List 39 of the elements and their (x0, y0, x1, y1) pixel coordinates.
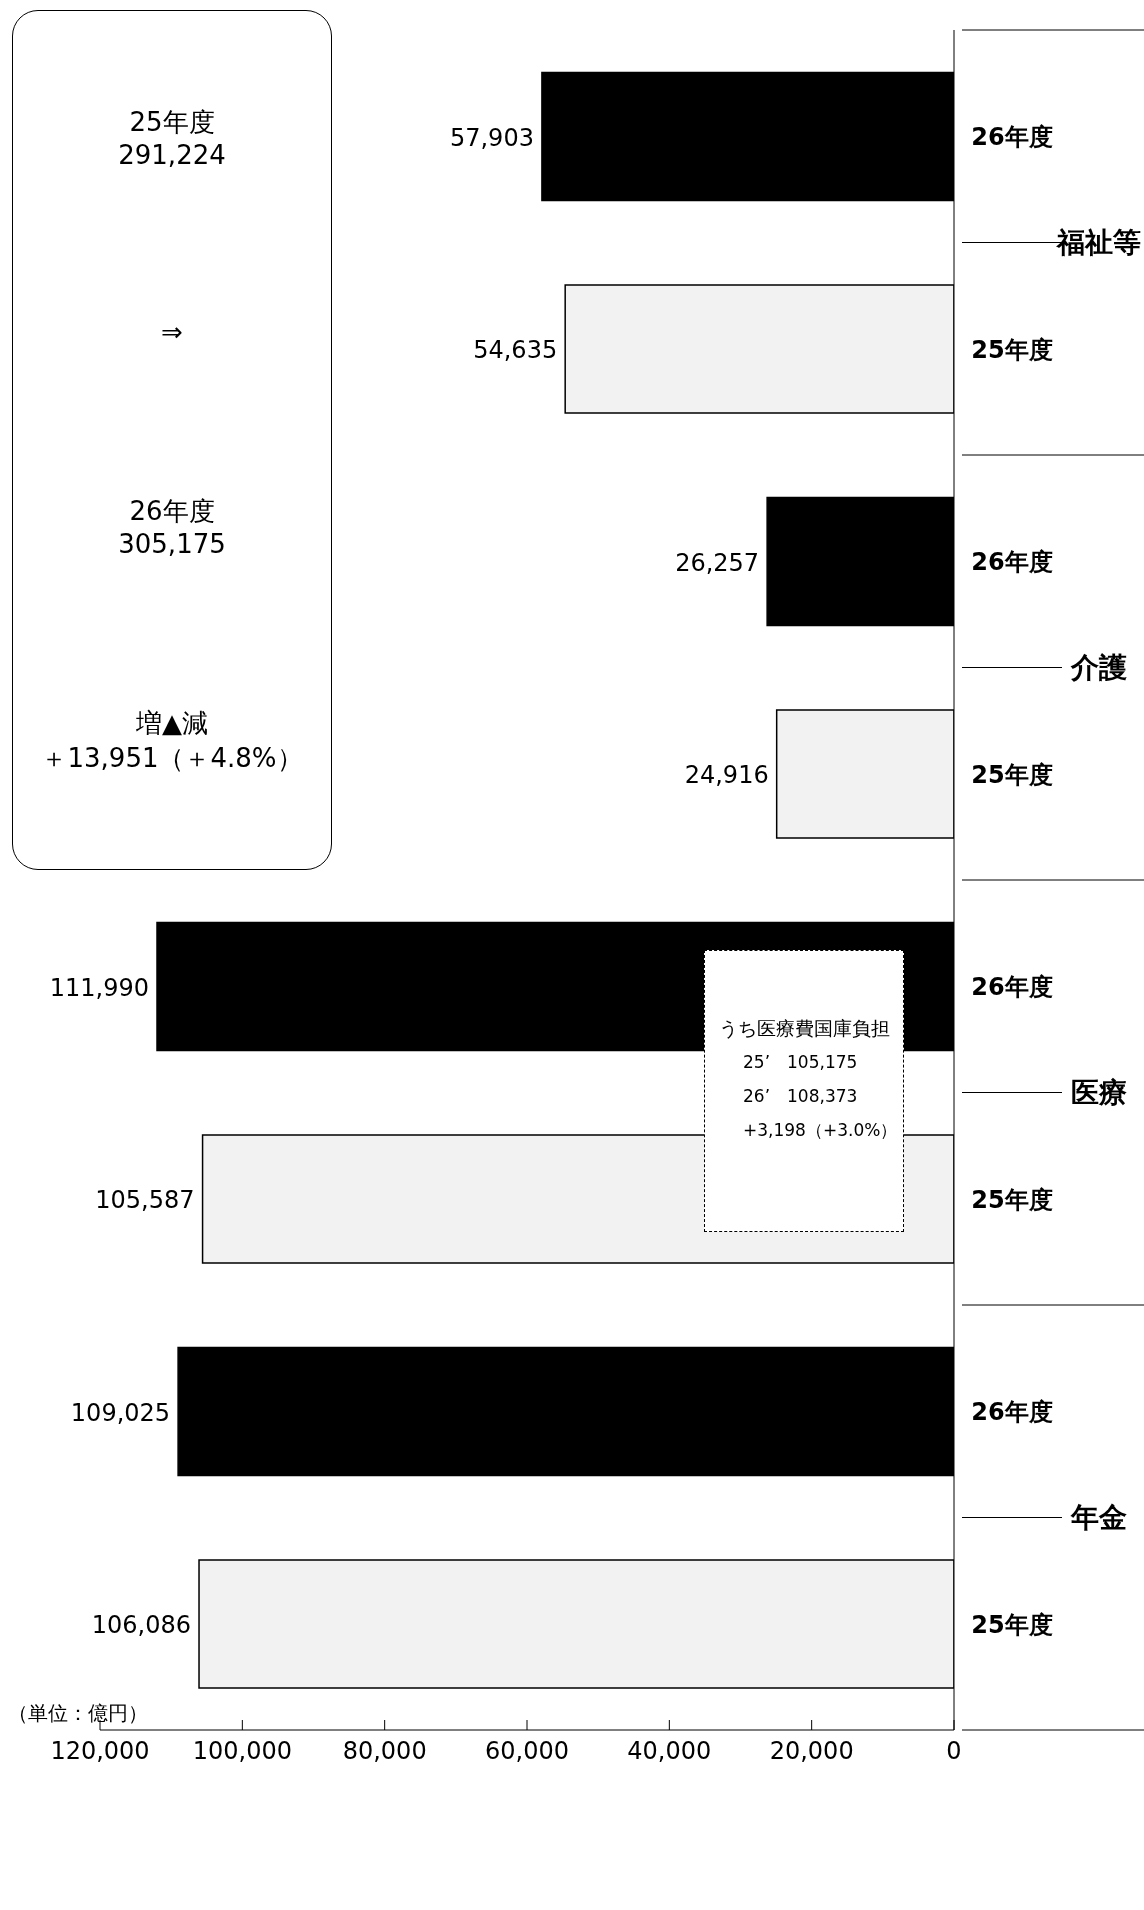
y-tick-label: 26年度 (971, 123, 1053, 152)
annotation: ＋13,951（＋4.8%） (41, 741, 303, 775)
x-tick-label: 100,000 (192, 1737, 292, 1766)
annotation: （単位：億円） (8, 1700, 148, 1727)
x-tick-label: 60,000 (485, 1737, 569, 1766)
text: 年金 (1069, 1499, 1128, 1536)
data-label: 57,903 (449, 123, 534, 152)
x-tick-label: 20,000 (769, 1737, 854, 1766)
annotation: 26’ 108,373 (742, 1085, 859, 1108)
text: 介護 (1069, 649, 1128, 686)
y-tick-label: 26年度 (971, 1398, 1053, 1427)
data-label: 54,635 (473, 336, 558, 364)
data-label: 109,025 (70, 1398, 171, 1427)
x-tick-label: 120,000 (50, 1737, 150, 1766)
y-tick-label: 26年度 (971, 548, 1053, 577)
y-tick-label: 25年度 (971, 760, 1053, 789)
y-tick-label: 25年度 (971, 1610, 1053, 1639)
annotation: 291,224 (118, 139, 226, 170)
annotation: 増▲減 (135, 706, 209, 740)
annotation: 305,175 (118, 528, 226, 559)
annotation: 25年度 (128, 105, 216, 139)
annotation: ⇒ (161, 316, 183, 347)
y-tick-label: 25年度 (971, 335, 1053, 364)
y-tick-label: 26年度 (971, 973, 1053, 1002)
x-tick-label: 40,000 (627, 1737, 712, 1766)
text: 福祉等 (1055, 224, 1142, 261)
data-label: 106,086 (91, 1611, 192, 1639)
annotation: +3,198（+3.0%） (742, 1119, 899, 1142)
x-tick-label: 80,000 (342, 1737, 427, 1766)
x-tick-label: 0 (946, 1737, 962, 1766)
annotation: 26年度 (128, 494, 216, 528)
annotation: 25’ 105,175 (742, 1051, 859, 1074)
data-label: 26,257 (675, 548, 760, 577)
annotation: うち医療費国庫負担 (719, 1016, 891, 1041)
data-label: 111,990 (49, 973, 149, 1002)
data-label: 24,916 (684, 761, 769, 789)
y-tick-label: 25年度 (971, 1185, 1053, 1214)
text: 医療 (1070, 1074, 1128, 1111)
data-label: 105,587 (95, 1186, 195, 1214)
